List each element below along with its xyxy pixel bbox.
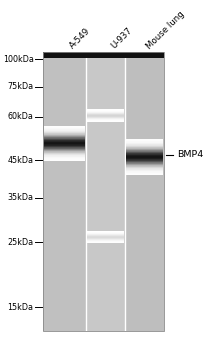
Bar bbox=[126, 143, 163, 144]
Bar bbox=[44, 126, 85, 127]
Bar bbox=[44, 150, 85, 151]
Bar bbox=[126, 145, 163, 146]
Bar bbox=[44, 131, 85, 132]
Bar bbox=[44, 155, 85, 156]
Text: 60kDa: 60kDa bbox=[8, 112, 34, 121]
Bar bbox=[126, 173, 163, 174]
Text: 45kDa: 45kDa bbox=[8, 156, 34, 164]
Text: 15kDa: 15kDa bbox=[8, 303, 34, 312]
Bar bbox=[125, 52, 164, 58]
Bar bbox=[86, 52, 125, 58]
Bar bbox=[126, 159, 163, 160]
Text: 25kDa: 25kDa bbox=[8, 238, 34, 247]
Bar bbox=[43, 52, 86, 58]
Bar bbox=[44, 146, 85, 147]
Bar bbox=[44, 152, 85, 153]
Bar bbox=[126, 168, 163, 169]
Bar bbox=[44, 160, 85, 161]
Bar bbox=[43, 52, 164, 331]
Bar bbox=[126, 160, 163, 161]
Bar bbox=[44, 142, 85, 143]
Bar bbox=[126, 164, 163, 165]
Bar bbox=[126, 151, 163, 152]
Bar bbox=[43, 52, 86, 331]
Bar bbox=[44, 134, 85, 135]
Text: A-549: A-549 bbox=[68, 27, 92, 51]
Bar bbox=[126, 149, 163, 150]
Bar bbox=[125, 52, 164, 331]
Bar bbox=[44, 138, 85, 139]
Bar bbox=[126, 170, 163, 171]
Bar bbox=[44, 130, 85, 131]
Bar bbox=[126, 166, 163, 167]
Bar bbox=[44, 132, 85, 133]
Bar bbox=[126, 154, 163, 155]
Bar bbox=[43, 52, 164, 331]
Bar bbox=[126, 153, 163, 154]
Bar bbox=[126, 139, 163, 140]
Bar bbox=[44, 137, 85, 138]
Bar bbox=[126, 155, 163, 156]
Text: U-937: U-937 bbox=[109, 26, 134, 51]
Bar bbox=[126, 165, 163, 166]
Bar bbox=[44, 151, 85, 152]
Bar bbox=[126, 167, 163, 168]
Bar bbox=[44, 154, 85, 155]
Text: 75kDa: 75kDa bbox=[8, 82, 34, 91]
Bar bbox=[44, 153, 85, 154]
Bar bbox=[44, 135, 85, 136]
Bar bbox=[126, 148, 163, 149]
Bar bbox=[44, 148, 85, 149]
Bar bbox=[44, 141, 85, 142]
Bar bbox=[44, 143, 85, 144]
Bar bbox=[44, 128, 85, 129]
Bar bbox=[126, 141, 163, 142]
Bar bbox=[44, 159, 85, 160]
Text: 35kDa: 35kDa bbox=[8, 193, 34, 202]
Text: BMP4: BMP4 bbox=[177, 150, 203, 160]
Bar bbox=[126, 147, 163, 148]
Bar bbox=[44, 127, 85, 128]
Bar bbox=[126, 169, 163, 170]
Bar bbox=[44, 140, 85, 141]
Bar bbox=[126, 140, 163, 141]
Bar bbox=[126, 152, 163, 153]
Bar bbox=[86, 52, 125, 331]
Bar bbox=[126, 162, 163, 163]
Bar bbox=[126, 172, 163, 173]
Bar bbox=[126, 146, 163, 147]
Bar bbox=[44, 158, 85, 159]
Bar bbox=[44, 147, 85, 148]
Bar bbox=[44, 145, 85, 146]
Bar bbox=[126, 142, 163, 143]
Text: Mouse lung: Mouse lung bbox=[145, 9, 186, 51]
Bar bbox=[126, 163, 163, 164]
Bar bbox=[126, 157, 163, 158]
Bar bbox=[126, 158, 163, 159]
Bar bbox=[44, 129, 85, 130]
Bar bbox=[126, 144, 163, 145]
Bar bbox=[126, 150, 163, 151]
Bar bbox=[44, 144, 85, 145]
Bar bbox=[44, 149, 85, 150]
Bar bbox=[44, 157, 85, 158]
Bar bbox=[44, 133, 85, 134]
Bar bbox=[44, 139, 85, 140]
Bar bbox=[44, 136, 85, 137]
Text: 100kDa: 100kDa bbox=[3, 55, 34, 64]
Bar bbox=[126, 156, 163, 157]
Bar bbox=[126, 161, 163, 162]
